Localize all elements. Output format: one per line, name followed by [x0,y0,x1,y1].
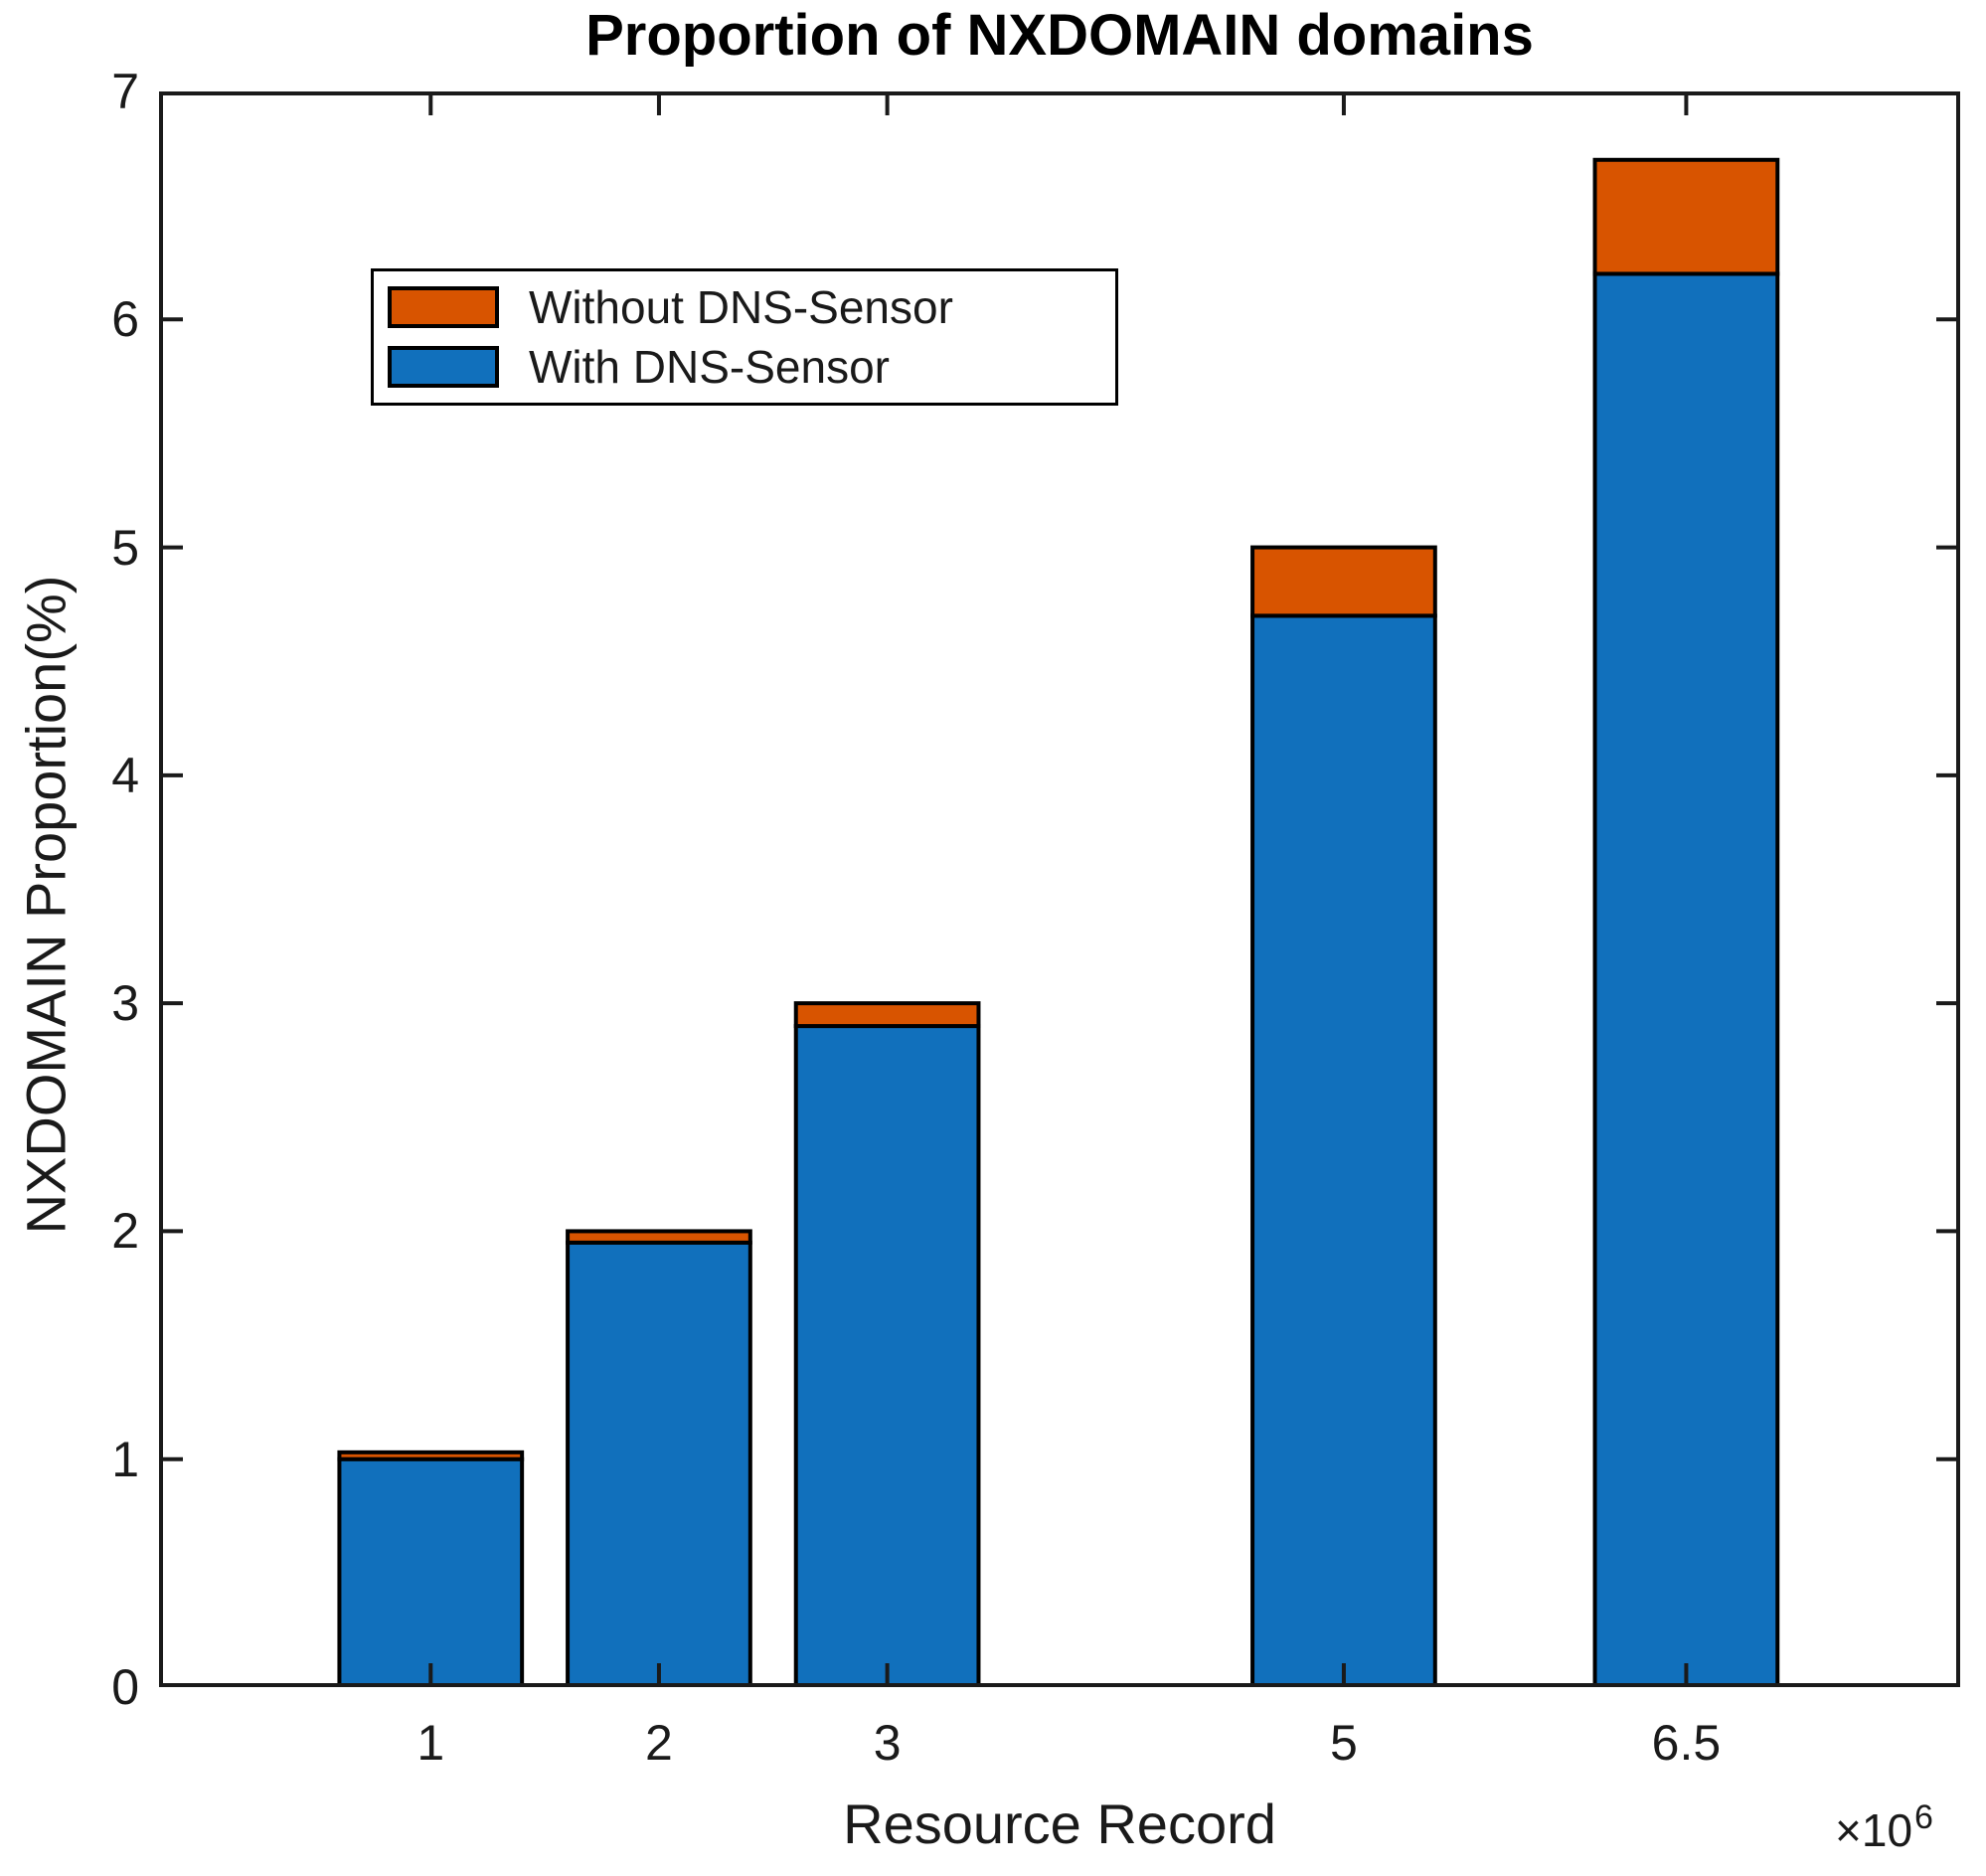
bar-segment-6.5-without-dns-sensor [1592,157,1780,276]
y-tick-label-2: 2 [111,1203,139,1260]
y-tick-label-5: 5 [111,519,139,576]
y-tick-label-3: 3 [111,975,139,1032]
x-axis-label: Resource Record [843,1792,1276,1855]
legend-label-with-dns-sensor: With DNS-Sensor [529,340,890,393]
x-tick-label-2: 2 [645,1715,673,1771]
bar-segment-6.5-with-dns-sensor [1592,271,1780,1687]
legend-label-without-dns-sensor: Without DNS-Sensor [529,281,953,334]
x-axis-multiplier-base: ×10 [1835,1804,1913,1856]
bar-segment-5-without-dns-sensor [1250,545,1437,618]
chart-title: Proportion of NXDOMAIN domains [585,3,1534,68]
x-tick-label-3: 3 [873,1715,902,1771]
y-axis-label: NXDOMAIN Proportion(%) [14,575,78,1235]
legend-box: Without DNS-Sensor With DNS-Sensor [371,268,1118,406]
bar-segment-2-with-dns-sensor [566,1240,752,1687]
bar-segment-1-without-dns-sensor [337,1450,525,1461]
x-axis-multiplier-exponent: 6 [1914,1798,1933,1836]
legend-swatch-with-dns-sensor [388,345,499,388]
legend-swatch-without-dns-sensor [388,286,499,329]
y-tick-label-1: 1 [111,1431,139,1487]
x-tick-label-6.5: 6.5 [1651,1715,1722,1771]
y-tick-label-7: 7 [111,64,139,119]
bar-segment-5-with-dns-sensor [1250,613,1437,1687]
bar-segment-3-without-dns-sensor [793,1001,981,1029]
x-axis-multiplier: ×106 [1835,1798,1933,1857]
plot-area [159,91,1960,1687]
x-tick-label-5: 5 [1330,1715,1358,1771]
y-tick-label-0: 0 [111,1659,139,1715]
bar-segment-1-with-dns-sensor [337,1456,525,1687]
legend-entry-without-dns-sensor: Without DNS-Sensor [388,284,1115,330]
plot-border [159,91,1960,1687]
y-tick-label-4: 4 [111,747,139,803]
y-tick-label-6: 6 [111,291,139,348]
x-tick-label-1: 1 [416,1715,445,1771]
legend-entry-with-dns-sensor: With DNS-Sensor [388,344,1115,390]
bar-segment-3-with-dns-sensor [793,1024,981,1687]
bar-segment-2-without-dns-sensor [566,1229,752,1245]
